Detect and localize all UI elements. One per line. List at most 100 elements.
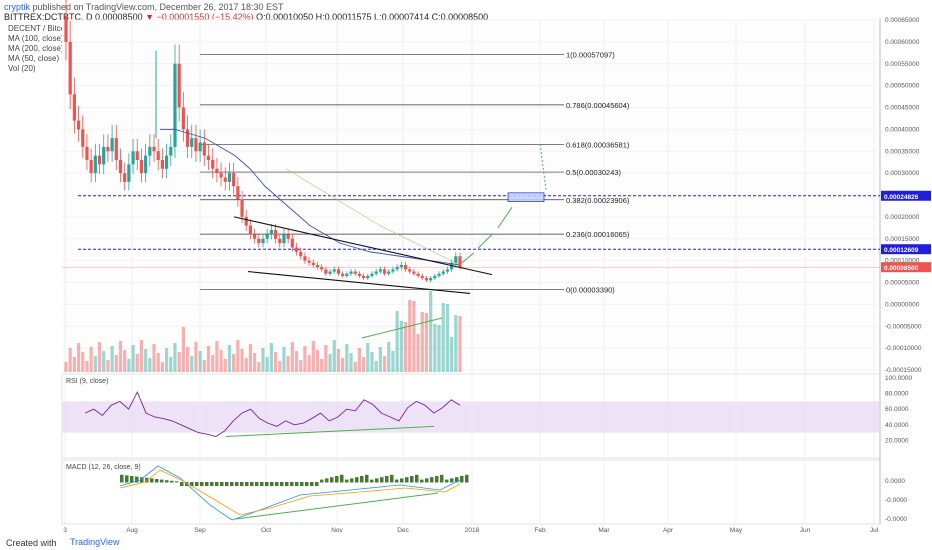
volume-bar	[93, 356, 97, 372]
volume-bar	[64, 362, 68, 372]
price-badge	[881, 190, 931, 201]
volume-bar	[148, 358, 152, 372]
candle-body	[81, 129, 85, 147]
macd-histogram-bar	[250, 482, 254, 487]
macd-histogram-bar	[295, 482, 299, 487]
rsi-line	[84, 390, 461, 437]
volume-bar	[445, 304, 450, 372]
candle-body	[194, 138, 198, 152]
candle-body	[387, 271, 391, 274]
candle-body	[408, 269, 412, 272]
volume-arrow	[361, 317, 443, 339]
candle-body	[307, 260, 311, 263]
macd-histogram-bar	[235, 482, 239, 487]
volume-bar	[164, 348, 169, 372]
wedge-upper-line	[233, 216, 493, 276]
candle-body	[324, 269, 328, 274]
volume-bar	[219, 350, 223, 372]
volume-bar	[458, 316, 462, 372]
macd-histogram-bar	[440, 474, 444, 483]
macd-histogram-bar	[290, 482, 294, 487]
macd-tick-label: 0.0000	[885, 478, 905, 485]
candle-body	[349, 271, 353, 274]
candle-body	[303, 256, 307, 261]
volume-bar	[68, 348, 72, 372]
last-price: 0.00008500	[95, 12, 143, 22]
price-tick-label: 0.00050000	[885, 83, 920, 90]
volume-bar	[403, 322, 408, 372]
volume-bar	[72, 357, 76, 372]
macd-tick-label: -0.0000	[885, 516, 907, 523]
rsi-band	[62, 401, 880, 433]
candle-body	[160, 160, 165, 169]
volume-bar	[429, 291, 433, 372]
macd-histogram-bar	[180, 482, 184, 487]
macd-histogram-bar	[225, 482, 229, 487]
macd-histogram-bar	[130, 476, 134, 483]
x-tick-label: Nov	[331, 527, 343, 534]
candle-body	[458, 256, 462, 268]
volume-bar	[244, 358, 248, 372]
candle-body	[64, 15, 68, 42]
macd-histogram-bar	[155, 479, 159, 483]
rsi-tick-label: 60.0000	[885, 406, 909, 413]
tradingview-logo[interactable]: TradingView	[70, 537, 120, 547]
candle-body	[336, 269, 341, 274]
volume-bar	[181, 327, 185, 372]
macd-histogram-bar	[420, 479, 424, 483]
candle-body	[395, 267, 399, 270]
x-tick-label: Dec	[397, 527, 409, 534]
candle-body	[361, 275, 366, 279]
macd-histogram-bar	[215, 482, 219, 487]
volume-bar	[227, 345, 232, 372]
x-tick-label: Feb	[534, 527, 546, 534]
legend-item-ma100[interactable]: MA (100, close)	[8, 34, 64, 43]
rsi-divergence-arrow	[225, 425, 435, 437]
candle-body	[320, 267, 324, 270]
candle-body	[370, 273, 374, 276]
macd-histogram-bar	[375, 478, 379, 483]
fib-level-label: 0.5(0.00030243)	[566, 168, 622, 177]
price-chart[interactable]: 3 Aug Sep Oct Nov Dec 2018 Feb Mar Apr May Jun Jul 0.…	[0, 0, 932, 536]
legend-item-volume[interactable]: Vol (20)	[8, 64, 36, 73]
macd-histogram-bar	[300, 482, 304, 487]
legend-item-ma50[interactable]: MA (50, close)	[8, 54, 60, 63]
macd-histogram-bar	[275, 482, 279, 487]
wedge-lower-line	[247, 271, 471, 294]
volume-bar	[278, 361, 282, 372]
macd-histogram-bar	[260, 482, 264, 487]
volume-bar	[341, 358, 345, 372]
candle-body	[139, 160, 144, 174]
price-badge-label: 0.00024826	[884, 194, 919, 201]
candle-body	[345, 273, 349, 276]
candle-body	[219, 173, 223, 178]
volume-bar	[236, 340, 240, 372]
candle-body	[123, 173, 127, 182]
volume-bar	[391, 351, 395, 372]
volume-bar	[206, 346, 211, 372]
x-tick-label: Aug	[126, 527, 138, 534]
macd-histogram-bar	[390, 474, 394, 483]
author-link[interactable]: cryptik	[4, 2, 31, 12]
fib-level-label: 0.618(0.00036581)	[566, 140, 630, 149]
macd-divergence-arrow	[235, 492, 439, 520]
volume-bar	[194, 342, 198, 372]
volume-bar	[139, 340, 144, 372]
candle-body	[85, 146, 89, 160]
candle-body	[68, 41, 72, 95]
volume-bar	[328, 354, 332, 372]
fib-level-label: 0.236(0.00016065)	[566, 230, 630, 239]
target-box	[507, 192, 545, 202]
volume-bar	[118, 341, 123, 372]
candle-body	[206, 155, 211, 160]
volume-bar	[307, 355, 311, 372]
candle-body	[164, 155, 169, 169]
price-badge	[881, 244, 931, 255]
volume-bar	[412, 301, 416, 372]
legend-item-ma200[interactable]: MA (200, close)	[8, 44, 64, 53]
volume-bar	[282, 347, 286, 372]
candle-body	[232, 173, 236, 187]
footer: Created with TradingView	[0, 536, 932, 550]
macd-histogram-bar	[245, 482, 249, 487]
volume-bar	[361, 357, 366, 372]
